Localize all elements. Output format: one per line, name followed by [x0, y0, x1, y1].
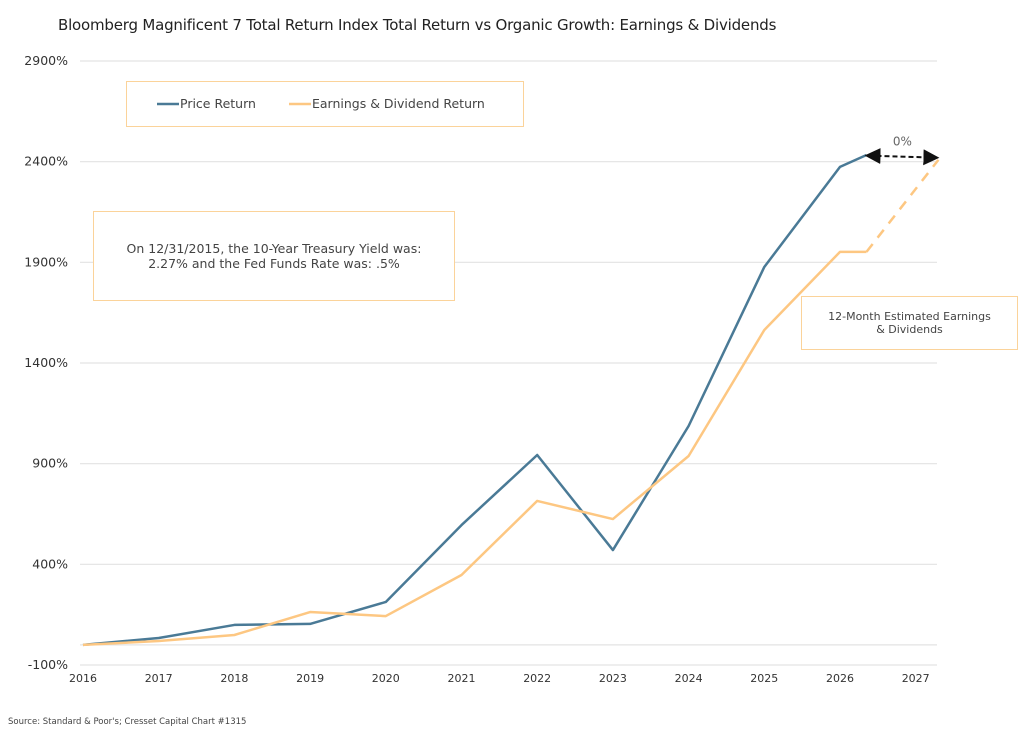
y-tick-label: 900%: [32, 456, 68, 471]
y-tick-label: 1400%: [24, 355, 68, 370]
projection-note-text: 12-Month Estimated Earnings & Dividends: [828, 310, 991, 336]
x-tick-label: 2023: [599, 672, 627, 685]
x-tick-label: 2025: [750, 672, 778, 685]
x-tick-label: 2027: [902, 672, 930, 685]
projection-line-earnings: [865, 159, 940, 253]
gap-label: 0%: [893, 135, 912, 149]
y-tick-label: -100%: [28, 657, 68, 672]
chart-title: Bloomberg Magnificent 7 Total Return Ind…: [58, 16, 777, 34]
projection-note: 12-Month Estimated Earnings & Dividends: [801, 296, 1018, 350]
x-tick-label: 2024: [675, 672, 703, 685]
x-tick-label: 2016: [69, 672, 97, 685]
y-tick-label: 2900%: [24, 53, 68, 68]
x-tick-label: 2021: [448, 672, 476, 685]
x-tick-label: 2022: [523, 672, 551, 685]
rates-note-text: On 12/31/2015, the 10-Year Treasury Yiel…: [126, 241, 422, 271]
source-note: Source: Standard & Poor's; Cresset Capit…: [8, 717, 247, 727]
rates-note: On 12/31/2015, the 10-Year Treasury Yiel…: [93, 211, 455, 301]
x-tick-label: 2018: [220, 672, 248, 685]
gap-arrow: [864, 147, 940, 166]
series-line-earnings-dividend-return: [82, 250, 867, 647]
series-line-price-return: [82, 153, 868, 647]
x-tick-label: 2026: [826, 672, 854, 685]
legend-label-earnings: Earnings & Dividend Return: [312, 96, 485, 111]
legend: Price Return Earnings & Dividend Return: [126, 81, 524, 127]
y-tick-label: 2400%: [24, 154, 68, 169]
y-tick-label: 400%: [32, 556, 68, 571]
legend-label-price-return: Price Return: [180, 96, 256, 111]
y-tick-label: 1900%: [24, 254, 68, 269]
x-tick-label: 2019: [296, 672, 324, 685]
x-tick-label: 2020: [372, 672, 400, 685]
x-tick-label: 2017: [145, 672, 173, 685]
